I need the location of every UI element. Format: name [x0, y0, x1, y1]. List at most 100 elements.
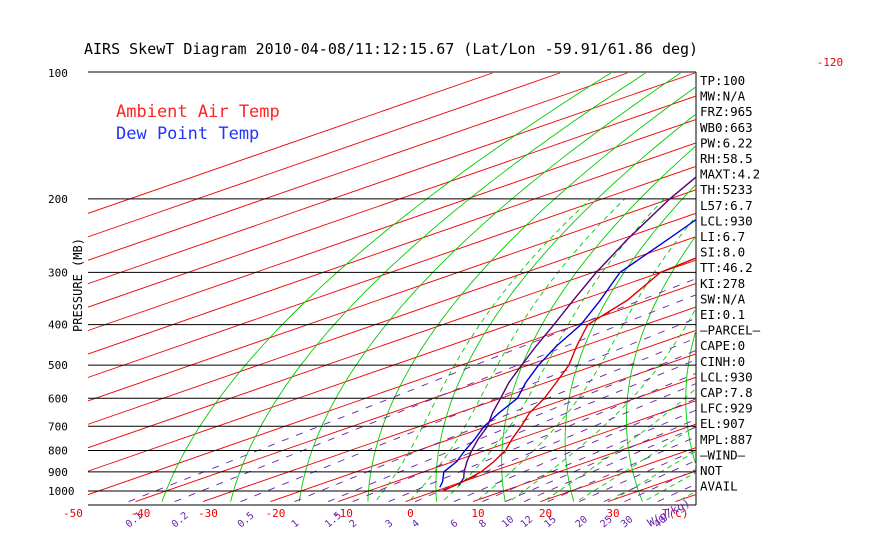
- bottom-temp-tick-label: 30: [606, 507, 619, 520]
- pressure-tick-label: 600: [48, 392, 68, 405]
- mixing-ratio-line: [482, 409, 696, 503]
- mixing-ratio-line: [352, 359, 696, 503]
- index-item: FRZ:965: [700, 104, 753, 119]
- bottom-temp-tick-label: 20: [539, 507, 552, 520]
- pressure-tick-label: 100: [48, 67, 68, 80]
- isotherm-line: [88, 72, 628, 261]
- mixing-ratio-line: [504, 418, 696, 503]
- mixing-ratio-tick-label: 1: [290, 518, 302, 530]
- isotherm-line: [811, 73, 870, 502]
- pressure-tick-label: 900: [48, 466, 68, 479]
- isotherm-line: [88, 95, 696, 308]
- dew-point-temp-line: [439, 218, 696, 488]
- isotherm-line: [88, 165, 696, 378]
- isotherm-line: [270, 353, 696, 503]
- mixing-ratio-tick-label: 8: [477, 518, 489, 530]
- isotherm-line: [88, 236, 696, 449]
- isotherm-line: [743, 73, 870, 502]
- dry-adiabat-line: [298, 72, 681, 502]
- index-item: MW:N/A: [700, 89, 746, 104]
- dry-adiabat-line: [564, 183, 696, 502]
- index-item: NOT: [700, 463, 723, 478]
- chart-title: AIRS SkewT Diagram 2010-04-08/11:12:15.6…: [84, 40, 698, 58]
- pressure-tick-label: 800: [48, 444, 68, 457]
- moist-adiabat-lines: [376, 198, 696, 501]
- moist-adiabat-line: [578, 424, 696, 501]
- moist-adiabat-line: [443, 198, 665, 501]
- moist-adiabat-line: [511, 307, 696, 501]
- x-axis-label: T(C): [662, 507, 689, 520]
- index-item: KI:278: [700, 276, 745, 291]
- legend-dew-point-temp: Dew Point Temp: [116, 124, 259, 144]
- mixing-ratio-tick-label: 10: [500, 514, 516, 530]
- isotherm-line: [135, 306, 696, 503]
- moist-adiabat-line: [646, 471, 696, 501]
- index-item: —WIND—: [700, 447, 746, 462]
- index-item: SW:N/A: [700, 291, 746, 306]
- isotherm-line: [88, 72, 493, 214]
- isotherm-line: [337, 376, 696, 503]
- pressure-tick-labels: 100 200 300 400 500 600 700 800 900 1000: [48, 67, 75, 498]
- dry-adiabat-line: [799, 73, 870, 502]
- mixing-ratio-tick-label: 4: [410, 518, 422, 530]
- isotherm-line: [88, 142, 696, 355]
- mixing-ratio-tick-label: 30: [619, 514, 635, 530]
- index-item: CAPE:0: [700, 338, 745, 353]
- mixing-ratio-line: [294, 337, 696, 503]
- mixing-ratio-line: [388, 372, 696, 503]
- dry-adiabat-lines: [161, 72, 870, 502]
- bottom-temp-tick-label: 0: [407, 507, 414, 520]
- dry-adiabat-line: [853, 73, 870, 502]
- legend-ambient-air-temp: Ambient Air Temp: [116, 102, 280, 122]
- isotherm-line: [88, 118, 696, 332]
- plot-area: [88, 71, 697, 506]
- mixing-ratio-tick-label: 12: [519, 514, 535, 530]
- index-item: MPL:887: [700, 432, 753, 447]
- index-item: L57:6.7: [700, 198, 753, 213]
- moist-adiabat-line: [376, 198, 591, 501]
- index-item: CINH:0: [700, 354, 745, 369]
- pressure-tick-label: 700: [48, 420, 68, 433]
- isotherm-line: [88, 72, 560, 238]
- index-item: RH:58.5: [700, 151, 753, 166]
- bottom-temp-tick-label: -20: [266, 507, 286, 520]
- index-item: TH:5233: [700, 182, 753, 197]
- isotherm-line: [88, 189, 696, 402]
- index-item: AVAIL: [700, 479, 738, 494]
- isotherm-lines: [88, 72, 870, 503]
- isotherm-line: [202, 329, 696, 503]
- mixing-ratio-tick-label: 6: [449, 518, 461, 530]
- isotherm-line: [88, 259, 696, 472]
- mixing-ratio-line: [327, 349, 696, 503]
- index-item: LFC:929: [700, 401, 753, 416]
- bottom-temp-tick-label: 10: [471, 507, 484, 520]
- top-temp-tick-labels: -120-110-100-90-80-70-60-50-40: [817, 56, 844, 69]
- mixing-ratio-tick-label: 2: [348, 518, 360, 530]
- mixing-ratio-tick-label: 0.5: [236, 510, 257, 530]
- profile-series: [439, 176, 696, 492]
- index-item: LCL:930: [700, 213, 753, 228]
- dry-adiabat-line: [685, 328, 696, 467]
- bottom-temp-tick-label: -50: [63, 507, 83, 520]
- isotherm-line: [405, 400, 696, 503]
- index-item: LI:6.7: [700, 229, 745, 244]
- isotherm-line: [472, 423, 696, 503]
- index-item: EI:0.1: [700, 307, 745, 322]
- bottom-temp-tick-labels: -50 -40 -30 -20 -10 0 10 20 30: [63, 507, 620, 520]
- pressure-tick-label: 400: [48, 319, 68, 332]
- index-item: TP:100: [700, 73, 745, 88]
- isotherm-line: [88, 283, 696, 496]
- mixing-ratio-tick-label: 20: [574, 514, 590, 530]
- index-item: CAP:7.8: [700, 385, 753, 400]
- y-axis-label: PRESSURE (MB): [71, 238, 85, 332]
- mixing-ratio-line: [240, 317, 696, 503]
- index-item: SI:8.0: [700, 245, 745, 260]
- bottom-temp-tick-label: -10: [333, 507, 353, 520]
- isotherm-line: [88, 212, 696, 425]
- index-item: TT:46.2: [700, 260, 753, 275]
- parcel-line: [458, 176, 696, 486]
- top-temp-tick-label: -120: [817, 56, 844, 69]
- index-item: WB0:663: [700, 120, 753, 135]
- bottom-temp-tick-label: -40: [131, 507, 151, 520]
